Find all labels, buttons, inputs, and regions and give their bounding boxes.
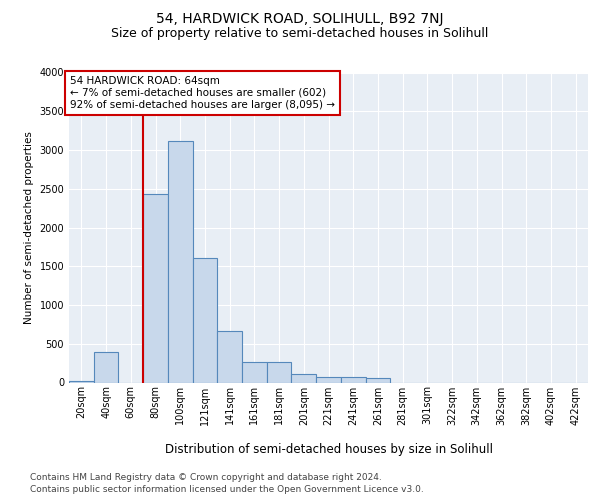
Text: Contains HM Land Registry data © Crown copyright and database right 2024.: Contains HM Land Registry data © Crown c… — [30, 472, 382, 482]
Y-axis label: Number of semi-detached properties: Number of semi-detached properties — [24, 131, 34, 324]
Bar — [316, 377, 341, 382]
Bar — [193, 258, 217, 382]
Bar — [292, 374, 316, 382]
Text: 54 HARDWICK ROAD: 64sqm
← 7% of semi-detached houses are smaller (602)
92% of se: 54 HARDWICK ROAD: 64sqm ← 7% of semi-det… — [70, 76, 335, 110]
Bar — [217, 330, 242, 382]
Text: Distribution of semi-detached houses by size in Solihull: Distribution of semi-detached houses by … — [165, 442, 493, 456]
Bar — [267, 362, 292, 382]
Bar — [242, 362, 267, 382]
Bar — [341, 378, 365, 382]
Bar — [94, 352, 118, 382]
Text: Contains public sector information licensed under the Open Government Licence v3: Contains public sector information licen… — [30, 485, 424, 494]
Bar — [168, 140, 193, 382]
Bar — [365, 378, 390, 382]
Bar — [143, 194, 168, 382]
Text: Size of property relative to semi-detached houses in Solihull: Size of property relative to semi-detach… — [112, 28, 488, 40]
Text: 54, HARDWICK ROAD, SOLIHULL, B92 7NJ: 54, HARDWICK ROAD, SOLIHULL, B92 7NJ — [156, 12, 444, 26]
Bar — [69, 381, 94, 382]
